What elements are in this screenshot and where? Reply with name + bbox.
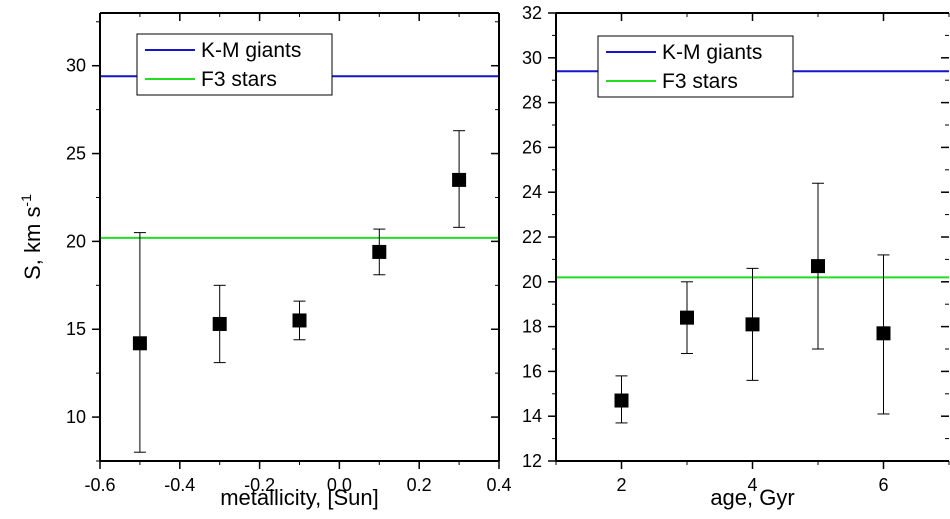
legend-label-0: K-M giants — [201, 39, 301, 62]
y-tick-label: 26 — [522, 137, 542, 157]
chart-panel-1: K-M giants F3 stars -0.6 -0.4 -0.2 0.0 0.2 0.4 1… — [18, 12, 512, 510]
legend-label-1: F3 stars — [201, 68, 277, 91]
legend: K-M giants F3 stars — [597, 35, 794, 98]
data-point — [372, 244, 387, 259]
data-point — [811, 259, 825, 274]
data-point — [876, 326, 891, 341]
y-tick-label: 12 — [522, 451, 542, 471]
x-tick-label: 6 — [878, 475, 888, 495]
y-tick-label: 16 — [522, 361, 542, 381]
y-tick-label: 20 — [66, 231, 86, 251]
legend: K-M giants F3 stars — [136, 33, 333, 96]
x-tick-label: 0.2 — [407, 475, 432, 495]
y-axis-title: S, km s-1 — [18, 194, 45, 280]
y-tick-label: 20 — [522, 272, 542, 292]
x-tick-label: -0.6 — [84, 475, 115, 495]
legend-box — [597, 35, 794, 98]
x-tick-label: -0.2 — [244, 475, 275, 495]
data-point — [680, 310, 694, 325]
x-tick-label: 4 — [747, 475, 757, 495]
legend-box — [136, 33, 333, 96]
x-tick-label: 2 — [616, 475, 626, 495]
y-tick-label: 30 — [66, 56, 86, 76]
data-point — [452, 172, 467, 187]
data-point — [292, 313, 307, 328]
x-axis-title: age, Gyr — [710, 485, 794, 510]
data-point — [212, 316, 227, 331]
y-tick-label: 28 — [522, 93, 542, 113]
y-tick-label: 32 — [522, 3, 542, 23]
data-point — [132, 336, 147, 351]
x-tick-label: 0.0 — [327, 475, 352, 495]
y-tick-label: 25 — [66, 144, 86, 164]
y-axis-title-main: S, km s — [20, 207, 45, 280]
y-tick-label: 22 — [522, 227, 542, 247]
y-tick-label: 30 — [522, 48, 542, 68]
y-tick-label: 14 — [522, 406, 542, 426]
y-tick-label: 18 — [522, 317, 542, 337]
y-axis-title-superscript: -1 — [18, 194, 34, 207]
x-tick-label: 0.4 — [486, 475, 511, 495]
x-axis-title: metallicity, [Sun] — [220, 485, 379, 510]
y-tick-label: 24 — [522, 182, 542, 202]
y-tick-label: 15 — [66, 319, 86, 339]
legend-label-1: F3 stars — [662, 70, 738, 93]
y-tick-label: 10 — [66, 407, 86, 427]
data-point — [614, 393, 629, 408]
legend-label-0: K-M giants — [662, 41, 762, 64]
data-point — [745, 317, 760, 332]
x-tick-label: -0.4 — [164, 475, 195, 495]
